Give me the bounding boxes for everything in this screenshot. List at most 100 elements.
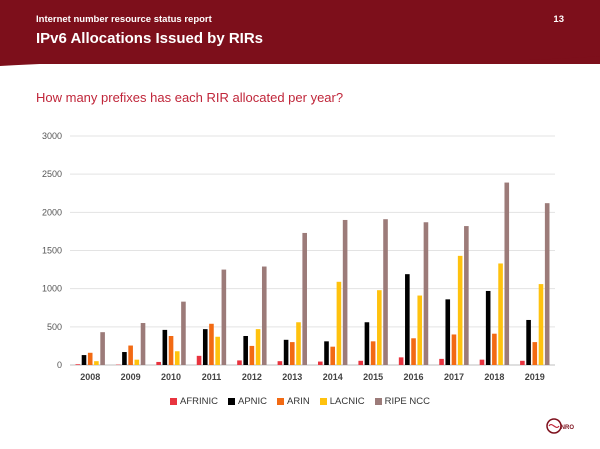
report-title: Internet number resource status report <box>36 14 212 25</box>
legend-item: LACNIC <box>319 396 365 407</box>
bar-apnic <box>445 299 451 365</box>
bar-arin <box>411 338 416 365</box>
bar-ripe-ncc <box>504 182 510 365</box>
bar-afrinic <box>398 357 404 365</box>
legend-item: AFRINIC <box>170 396 218 407</box>
bar-apnic <box>283 339 289 365</box>
bar-apnic <box>485 290 491 365</box>
nro-logo-text: NRO <box>560 425 574 431</box>
bar-ripe-ncc <box>100 332 105 365</box>
bar-lacnic <box>498 263 503 365</box>
bar-lacnic <box>255 329 261 365</box>
bar-lacnic <box>215 336 220 365</box>
bar-apnic <box>405 274 410 365</box>
y-tick-label: 2500 <box>42 169 62 179</box>
bar-afrinic <box>479 359 485 365</box>
bar-lacnic <box>94 361 99 365</box>
bar-arin <box>168 335 174 365</box>
legend-swatch <box>277 398 285 405</box>
chart-legend: AFRINIC APNIC ARIN LACNIC RIPE NCC <box>0 396 600 407</box>
bar-ripe-ncc <box>464 226 469 365</box>
bar-ripe-ncc <box>181 301 186 365</box>
slide-title: IPv6 Allocations Issued by RIRs <box>36 30 264 47</box>
bar-ripe-ncc <box>383 219 388 365</box>
bar-afrinic <box>237 360 242 365</box>
y-tick-label: 1000 <box>42 284 62 294</box>
bar-lacnic <box>134 359 140 365</box>
y-tick-label: 500 <box>47 322 62 332</box>
bar-apnic <box>526 319 531 365</box>
bar-arin <box>209 323 214 365</box>
x-tick-label: 2017 <box>444 372 464 382</box>
x-tick-label: 2018 <box>484 372 504 382</box>
bar-lacnic <box>336 281 342 365</box>
legend-swatch <box>170 398 177 405</box>
bar-lacnic <box>174 351 180 365</box>
x-tick-label: 2019 <box>525 372 545 382</box>
bar-lacnic <box>538 284 544 365</box>
bar-arin <box>451 334 457 365</box>
bar-apnic <box>162 329 168 365</box>
bar-ripe-ncc <box>261 266 267 365</box>
banner-wave <box>0 52 600 66</box>
bar-lacnic <box>417 295 423 365</box>
x-tick-label: 2010 <box>161 372 181 382</box>
x-tick-label: 2008 <box>80 372 100 382</box>
bar-arin <box>532 342 538 365</box>
x-tick-label: 2009 <box>121 372 141 382</box>
bar-apnic <box>202 329 208 365</box>
bar-ripe-ncc <box>423 222 429 365</box>
x-tick-label: 2015 <box>363 372 383 382</box>
legend-swatch <box>228 398 235 405</box>
bar-afrinic <box>75 364 81 365</box>
bar-ripe-ncc <box>342 219 348 365</box>
bar-arin <box>87 352 93 365</box>
bar-chart: 0 500 1000 1500 2000 2500 3000 2008 2009 2010 2011… <box>42 131 555 382</box>
bar-apnic <box>364 322 370 365</box>
bar-lacnic <box>457 255 463 365</box>
bar-ripe-ncc <box>544 203 550 365</box>
legend-label: RIPE NCC <box>384 396 430 407</box>
bar-afrinic <box>196 355 202 365</box>
bar-apnic <box>243 335 248 365</box>
y-tick-label: 0 <box>57 360 62 370</box>
bar-arin <box>128 345 133 365</box>
legend-swatch <box>319 398 327 405</box>
bar-apnic <box>122 352 127 365</box>
bar-afrinic <box>520 360 525 365</box>
bar-lacnic <box>377 290 382 365</box>
legend-label: LACNIC <box>329 396 365 407</box>
legend-swatch <box>374 398 382 405</box>
bar-ripe-ncc <box>221 269 227 365</box>
bar-afrinic <box>156 361 161 365</box>
chart-question: How many prefixes has each RIR allocated… <box>36 90 344 105</box>
bar-arin <box>249 345 255 365</box>
bar-afrinic <box>318 361 323 365</box>
bar-apnic <box>324 341 329 365</box>
x-tick-label: 2012 <box>242 372 262 382</box>
nro-logo-icon <box>546 418 562 434</box>
y-tick-label: 3000 <box>42 131 62 141</box>
bar-arin <box>330 346 336 365</box>
x-tick-label: 2013 <box>282 372 302 382</box>
y-tick-label: 2000 <box>42 207 62 217</box>
legend-label: ARIN <box>287 396 310 407</box>
x-tick-label: 2011 <box>202 372 222 382</box>
legend-label: AFRINIC <box>180 396 218 407</box>
bar-arin <box>492 333 497 365</box>
bar-arin <box>370 341 376 365</box>
legend-item: ARIN <box>277 396 310 407</box>
bar-lacnic <box>296 322 301 365</box>
legend-item: APNIC <box>228 396 267 407</box>
bar-ripe-ncc <box>140 323 146 365</box>
bar-afrinic <box>439 358 444 365</box>
legend-item: RIPE NCC <box>374 396 430 407</box>
bar-afrinic <box>277 361 283 365</box>
legend-label: APNIC <box>238 396 268 407</box>
x-tick-label: 2014 <box>323 372 343 382</box>
page-number: 13 <box>553 14 564 25</box>
x-tick-label: 2016 <box>404 372 424 382</box>
y-tick-label: 1500 <box>42 246 62 256</box>
bar-ripe-ncc <box>302 232 307 365</box>
bar-afrinic <box>358 360 364 365</box>
